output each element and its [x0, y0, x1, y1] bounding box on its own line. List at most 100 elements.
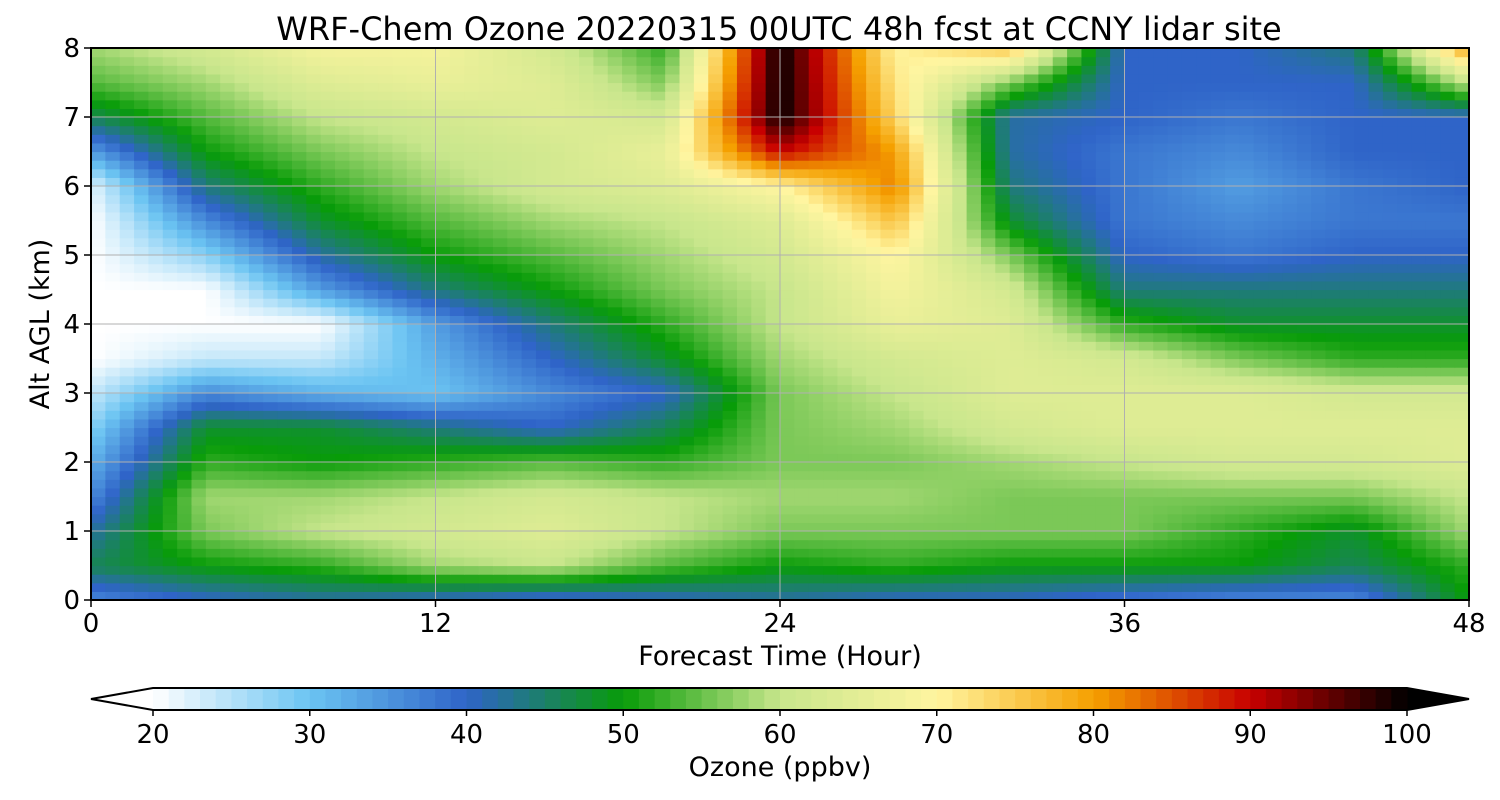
heatmap-cell [708, 427, 724, 437]
heatmap-cell [148, 160, 164, 170]
heatmap-cell [1440, 280, 1456, 291]
heatmap-cell [1052, 194, 1068, 204]
heatmap-cell [1196, 160, 1212, 170]
heatmap-cell [1024, 349, 1039, 360]
heatmap-cell [866, 220, 882, 230]
heatmap-cell [693, 306, 709, 316]
heatmap-cell [937, 367, 953, 377]
heatmap-cell [1009, 556, 1025, 567]
heatmap-cell [679, 591, 695, 601]
heatmap-cell [722, 401, 738, 411]
heatmap-cell [1181, 470, 1197, 480]
heatmap-cell [378, 393, 394, 403]
heatmap-cell [808, 332, 824, 342]
heatmap-cell [751, 341, 767, 351]
heatmap-cell [1095, 418, 1111, 429]
heatmap-cell [794, 160, 810, 170]
heatmap-cell [421, 470, 437, 480]
heatmap-cell [91, 168, 106, 178]
heatmap-cell [564, 522, 580, 532]
heatmap-cell [1153, 186, 1169, 196]
heatmap-cell [579, 513, 594, 523]
heatmap-cell [923, 237, 939, 247]
heatmap-cell [952, 151, 968, 161]
heatmap-cell [765, 151, 781, 161]
heatmap-cell [636, 427, 652, 437]
heatmap-cell [1095, 487, 1111, 498]
heatmap-cell [1296, 556, 1312, 567]
heatmap-cell [966, 582, 982, 592]
heatmap-cell [1124, 229, 1140, 239]
heatmap-cell [880, 358, 896, 368]
heatmap-cell [464, 548, 480, 558]
heatmap-cell [909, 315, 925, 325]
heatmap-cell [708, 367, 724, 377]
heatmap-cell [1138, 168, 1154, 178]
heatmap-cell [909, 332, 925, 342]
heatmap-cell [765, 280, 781, 291]
heatmap-cell [1110, 280, 1126, 291]
heatmap-cell [665, 229, 681, 239]
heatmap-cell [335, 220, 350, 230]
heatmap-cell [650, 194, 666, 204]
heatmap-cell [464, 444, 480, 454]
heatmap-cell [335, 522, 350, 532]
heatmap-cell [794, 324, 810, 334]
heatmap-cell [995, 186, 1011, 196]
heatmap-cell [234, 229, 250, 239]
heatmap-cell [693, 272, 709, 282]
heatmap-cell [148, 505, 164, 515]
heatmap-cell [679, 349, 695, 360]
heatmap-cell [1181, 272, 1197, 282]
heatmap-cell [421, 574, 437, 584]
heatmap-cell [291, 513, 307, 523]
heatmap-cell [1368, 548, 1384, 558]
heatmap-cell [507, 211, 523, 222]
heatmap-cell [1024, 548, 1039, 558]
heatmap-cell [1411, 160, 1427, 170]
heatmap-cell [1382, 186, 1398, 196]
heatmap-cell [306, 574, 322, 584]
heatmap-cell [708, 565, 724, 575]
heatmap-cell [1382, 177, 1398, 187]
heatmap-cell [234, 462, 250, 472]
heatmap-cell [1138, 401, 1154, 411]
heatmap-cell [1268, 298, 1283, 308]
heatmap-cell [177, 505, 193, 515]
heatmap-cell [406, 272, 422, 282]
heatmap-cell [1425, 203, 1441, 213]
heatmap-cell [593, 487, 609, 498]
heatmap-cell [693, 177, 709, 187]
heatmap-cell [148, 470, 164, 480]
heatmap-cell [622, 177, 638, 187]
heatmap-cell [191, 160, 207, 170]
heatmap-cell [421, 522, 437, 532]
heatmap-cell [1397, 539, 1413, 549]
heatmap-cell [579, 324, 594, 334]
heatmap-cell [1124, 160, 1140, 170]
heatmap-cell [335, 470, 350, 480]
heatmap-cell [1325, 367, 1341, 377]
heatmap-cell [751, 168, 767, 178]
heatmap-cell [248, 410, 264, 420]
heatmap-cell [1368, 565, 1384, 575]
heatmap-cell [349, 574, 365, 584]
heatmap-cell [894, 186, 910, 196]
heatmap-cell [1110, 203, 1126, 213]
heatmap-cell [1138, 237, 1154, 247]
heatmap-cell [363, 358, 379, 368]
heatmap-cell [91, 332, 106, 342]
heatmap-cell [650, 548, 666, 558]
heatmap-cell [421, 367, 437, 377]
heatmap-cell [909, 358, 925, 368]
heatmap-cell [794, 177, 810, 187]
heatmap-cell [937, 246, 953, 256]
heatmap-cell [923, 358, 939, 368]
heatmap-cell [1239, 177, 1255, 187]
heatmap-cell [1138, 280, 1154, 291]
heatmap-cell [306, 556, 322, 567]
heatmap-cell [335, 349, 350, 360]
heatmap-cell [234, 203, 250, 213]
heatmap-cell [794, 203, 810, 213]
heatmap-cell [1411, 203, 1427, 213]
